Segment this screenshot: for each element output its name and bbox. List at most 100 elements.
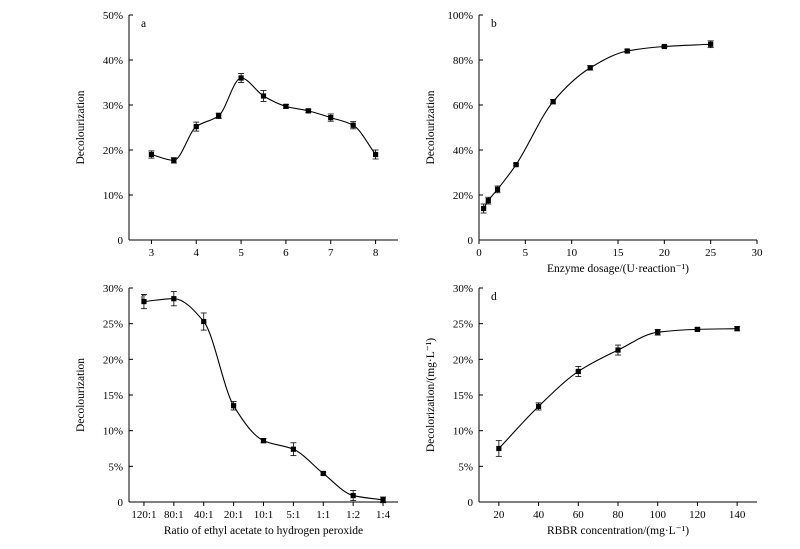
data-point <box>513 162 519 168</box>
x-tick-label: 1:4 <box>376 509 391 521</box>
data-point <box>655 329 661 335</box>
x-tick-label: 30 <box>752 247 764 259</box>
y-tick-label: 20% <box>103 145 123 157</box>
x-axis-label: Ratio of ethyl acetate to hydrogen perox… <box>164 525 363 537</box>
y-tick-label: 15% <box>103 390 123 402</box>
x-tick-label: 3 <box>149 247 155 259</box>
y-tick-label: 25% <box>103 319 123 331</box>
y-tick-label: 5% <box>108 461 123 473</box>
y-tick-label: 0 <box>118 497 124 509</box>
x-tick-label: 10:1 <box>254 509 274 521</box>
series-curve <box>483 43 711 209</box>
data-point <box>283 103 289 109</box>
y-tick-label: 5% <box>458 461 473 473</box>
data-point <box>260 438 267 444</box>
data-point <box>350 122 356 128</box>
y-tick-label: 15% <box>453 390 473 402</box>
x-tick-label: 80 <box>613 509 625 521</box>
panel-label: d <box>491 291 497 303</box>
y-tick-label: 20% <box>453 190 473 202</box>
x-tick-label: 15 <box>613 247 625 259</box>
y-tick-label: 80% <box>453 55 473 67</box>
data-point <box>380 497 386 503</box>
y-tick-label: 30% <box>103 100 123 112</box>
y-axis-label: Decolourization <box>75 358 87 432</box>
data-point <box>216 113 222 119</box>
y-axis-label: Decolourization <box>75 90 87 164</box>
x-tick-label: 100 <box>649 509 666 521</box>
x-axis-label: RBBR concentration/(mg·L⁻¹) <box>547 525 689 537</box>
x-tick-label: 5 <box>523 247 529 259</box>
y-tick-label: 10% <box>453 426 473 438</box>
x-tick-label: 140 <box>729 509 746 521</box>
data-point <box>535 403 542 410</box>
x-tick-label: 40:1 <box>194 509 214 521</box>
data-point <box>734 326 740 332</box>
y-tick-label: 20% <box>103 354 123 366</box>
data-point <box>615 347 621 353</box>
y-tick-label: 50% <box>103 10 123 22</box>
x-tick-label: 80:1 <box>164 509 184 521</box>
x-tick-label: 20 <box>659 247 671 259</box>
y-tick-label: 60% <box>453 100 473 112</box>
x-tick-label: 1:2 <box>346 509 360 521</box>
y-tick-label: 30% <box>453 283 473 295</box>
data-point <box>238 75 244 81</box>
data-point <box>305 108 311 114</box>
x-axis-label: Enzyme dosage/(U·reaction⁻¹) <box>547 263 689 275</box>
data-point <box>661 43 667 50</box>
y-tick-label: 100% <box>447 10 473 22</box>
data-point <box>260 93 267 99</box>
y-tick-label: 10% <box>103 426 123 438</box>
x-tick-label: 60 <box>573 509 585 521</box>
y-tick-label: 40% <box>453 145 473 157</box>
x-tick-label: 5 <box>238 247 244 259</box>
y-tick-label: 10% <box>103 190 123 202</box>
x-tick-label: 20:1 <box>224 509 244 521</box>
chart-panel-a: 0 10% 20% 30% 40% 50% 3 4 5 6 7 8 a Decolourization <box>75 10 398 259</box>
data-point <box>372 151 379 158</box>
x-tick-label: 8 <box>373 247 379 259</box>
data-point <box>350 492 356 499</box>
data-point <box>171 296 177 302</box>
chart-panel-d: 0 5% 10% 15% 20% 25% 30% 20 40 60 80 100 120 140 d Deco… <box>425 283 757 537</box>
x-tick-label: 1:1 <box>316 509 330 521</box>
y-tick-label: 25% <box>453 319 473 331</box>
data-point <box>494 186 501 192</box>
x-tick-label: 0 <box>476 247 482 259</box>
x-tick-label: 4 <box>194 247 200 259</box>
panel-label: a <box>141 18 146 30</box>
x-tick-label: 120:1 <box>131 509 156 521</box>
x-tick-label: 25 <box>705 247 717 259</box>
data-point <box>193 124 199 130</box>
data-point <box>485 198 491 204</box>
y-axis-label: Decolourization <box>425 90 437 164</box>
data-point <box>708 41 714 47</box>
chart-panel-c: 0 5% 10% 15% 20% 25% 30% 120:1 80:1 40:1 20:1 10:1 5… <box>75 283 398 537</box>
y-tick-label: 20% <box>453 354 473 366</box>
x-tick-label: 20 <box>493 509 505 521</box>
chart-panel-b: 0 20% 40% 60% 80% 100% 0 5 10 15 20 25 30 b Decolouriz… <box>425 10 763 275</box>
y-tick-label: 0 <box>468 235 474 247</box>
series-curve <box>143 298 384 501</box>
y-tick-label: 30% <box>103 283 123 295</box>
y-tick-label: 40% <box>103 55 123 67</box>
y-axis-label: Decolorization/(mg·L⁻¹) <box>425 338 437 452</box>
y-tick-label: 0 <box>468 497 474 509</box>
data-point <box>141 298 147 305</box>
data-point <box>694 326 701 332</box>
x-tick-label: 40 <box>533 509 545 521</box>
x-tick-label: 7 <box>328 247 334 259</box>
data-point <box>148 151 155 158</box>
data-point <box>496 445 502 452</box>
data-point <box>481 205 487 212</box>
data-point <box>550 99 556 105</box>
panel-label: b <box>491 18 497 30</box>
data-point <box>231 403 237 409</box>
data-point <box>290 446 296 452</box>
x-tick-label: 120 <box>689 509 706 521</box>
data-point <box>575 368 581 375</box>
x-tick-label: 6 <box>283 247 289 259</box>
data-point <box>587 65 593 71</box>
